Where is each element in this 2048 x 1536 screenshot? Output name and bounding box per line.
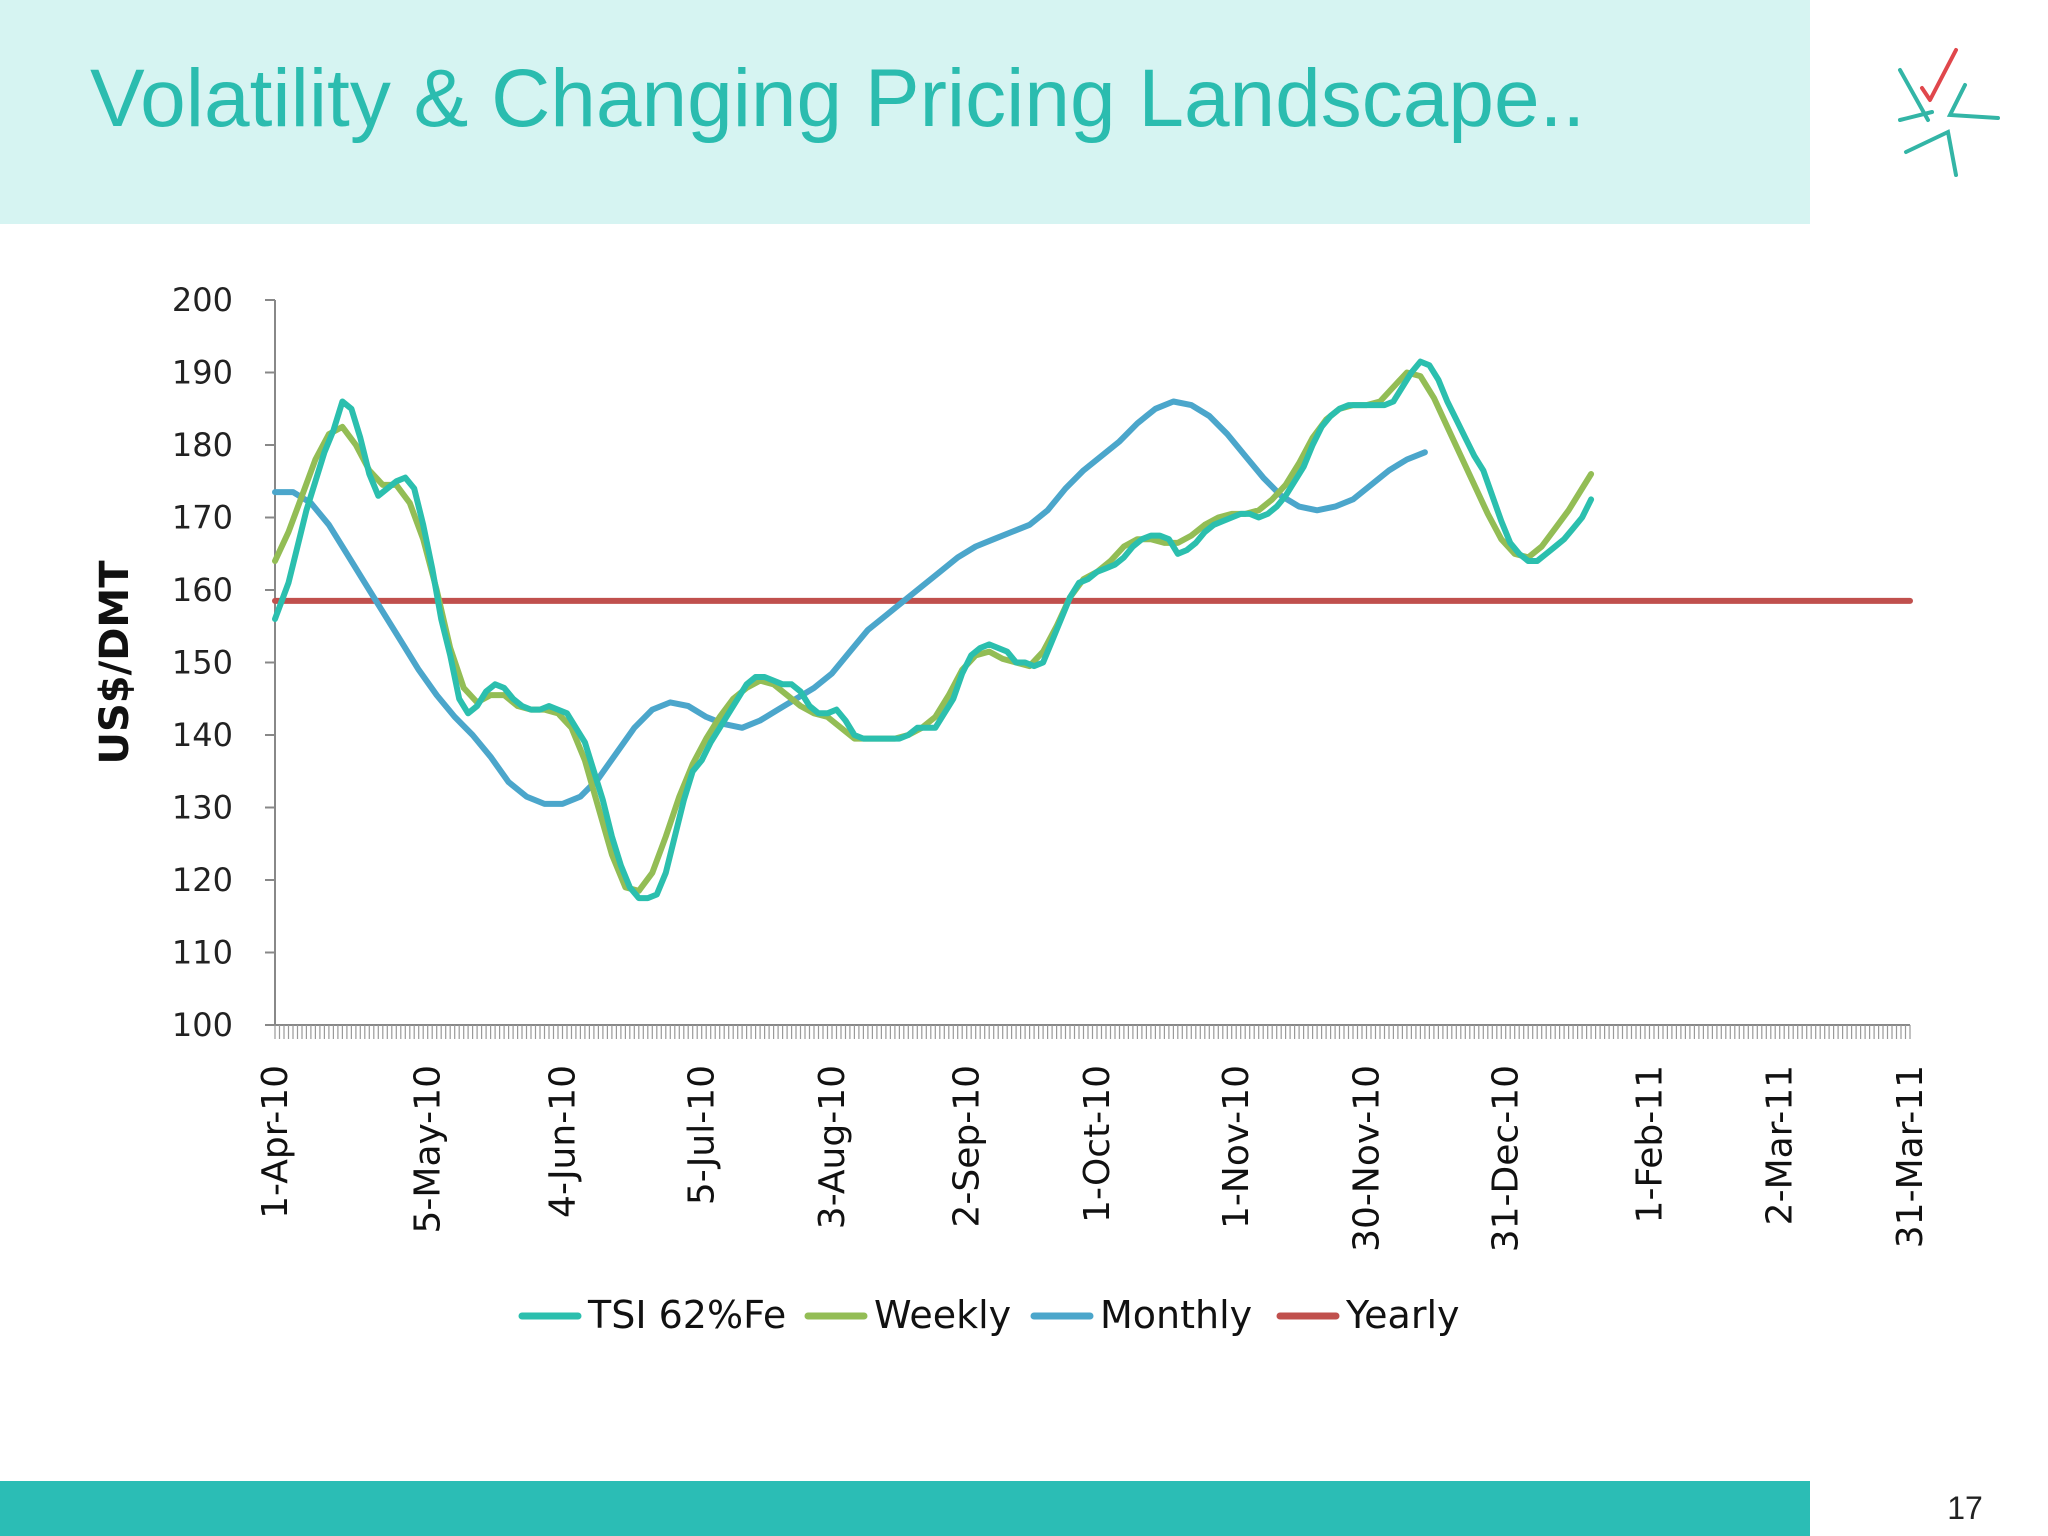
x-tick-label: 1-Oct-10 [1077, 1065, 1118, 1223]
x-tick-label: 3-Aug-10 [812, 1065, 853, 1229]
x-tick-label: 2-Mar-11 [1760, 1065, 1801, 1225]
logo-check-mark [1920, 48, 1958, 102]
slide-title: Volatility & Changing Pricing Landscape.… [90, 53, 1586, 144]
footer-band [0, 1481, 1810, 1536]
legend-label-monthly: Monthly [1100, 1293, 1252, 1337]
x-tick-label: 4-Jun-10 [542, 1065, 583, 1218]
legend-label-tsi-62-fe: TSI 62%Fe [587, 1293, 786, 1337]
y-tick-label: 140 [172, 716, 233, 754]
x-tick-label: 1-Nov-10 [1216, 1065, 1257, 1229]
y-tick-label: 190 [172, 354, 233, 392]
y-tick-label: 120 [172, 861, 233, 899]
y-tick-label: 160 [172, 571, 233, 609]
logo-teal-stroke-bottom [1904, 129, 1958, 177]
y-tick-label: 130 [172, 789, 233, 827]
logo-teal-stroke-right [1946, 83, 2000, 120]
price-line-chart: 100 110 120 130 140 150 160 170 180 190 200 US$/DMT… [92, 281, 1931, 1337]
x-tick-label: 30-Nov-10 [1346, 1065, 1387, 1252]
series-line-monthly [272, 398, 1428, 807]
y-tick-label: 170 [172, 499, 233, 537]
logo-teal-stroke-left [1898, 68, 1934, 122]
x-minor-ticks [274, 1025, 1911, 1039]
x-tick-label: 31-Mar-11 [1890, 1065, 1931, 1248]
series-line-weekly [272, 369, 1595, 894]
company-logo-icon [1898, 48, 2000, 177]
x-tick-label: 31-Dec-10 [1486, 1065, 1527, 1252]
x-tick-label: 2-Sep-10 [947, 1065, 988, 1228]
legend-label-weekly: Weekly [874, 1293, 1011, 1337]
x-tick-label: 1-Feb-11 [1629, 1065, 1670, 1223]
page-number: 17 [1947, 1490, 1983, 1526]
legend-label-yearly: Yearly [1345, 1293, 1460, 1337]
y-tick-label: 110 [172, 934, 233, 972]
x-tick-label: 1-Apr-10 [255, 1065, 296, 1219]
title-band: Volatility & Changing Pricing Landscape.… [0, 0, 1810, 224]
y-tick-label: 100 [172, 1006, 233, 1044]
x-tick-label: 5-May-10 [408, 1065, 449, 1234]
y-tick-label: 200 [172, 281, 233, 319]
y-tick-label: 150 [172, 644, 233, 682]
y-tick-label: 180 [172, 426, 233, 464]
x-tick-label: 5-Jul-10 [682, 1065, 723, 1205]
series-line-tsi-62-fe [272, 358, 1595, 902]
y-axis-title: US$/DMT [92, 560, 138, 765]
